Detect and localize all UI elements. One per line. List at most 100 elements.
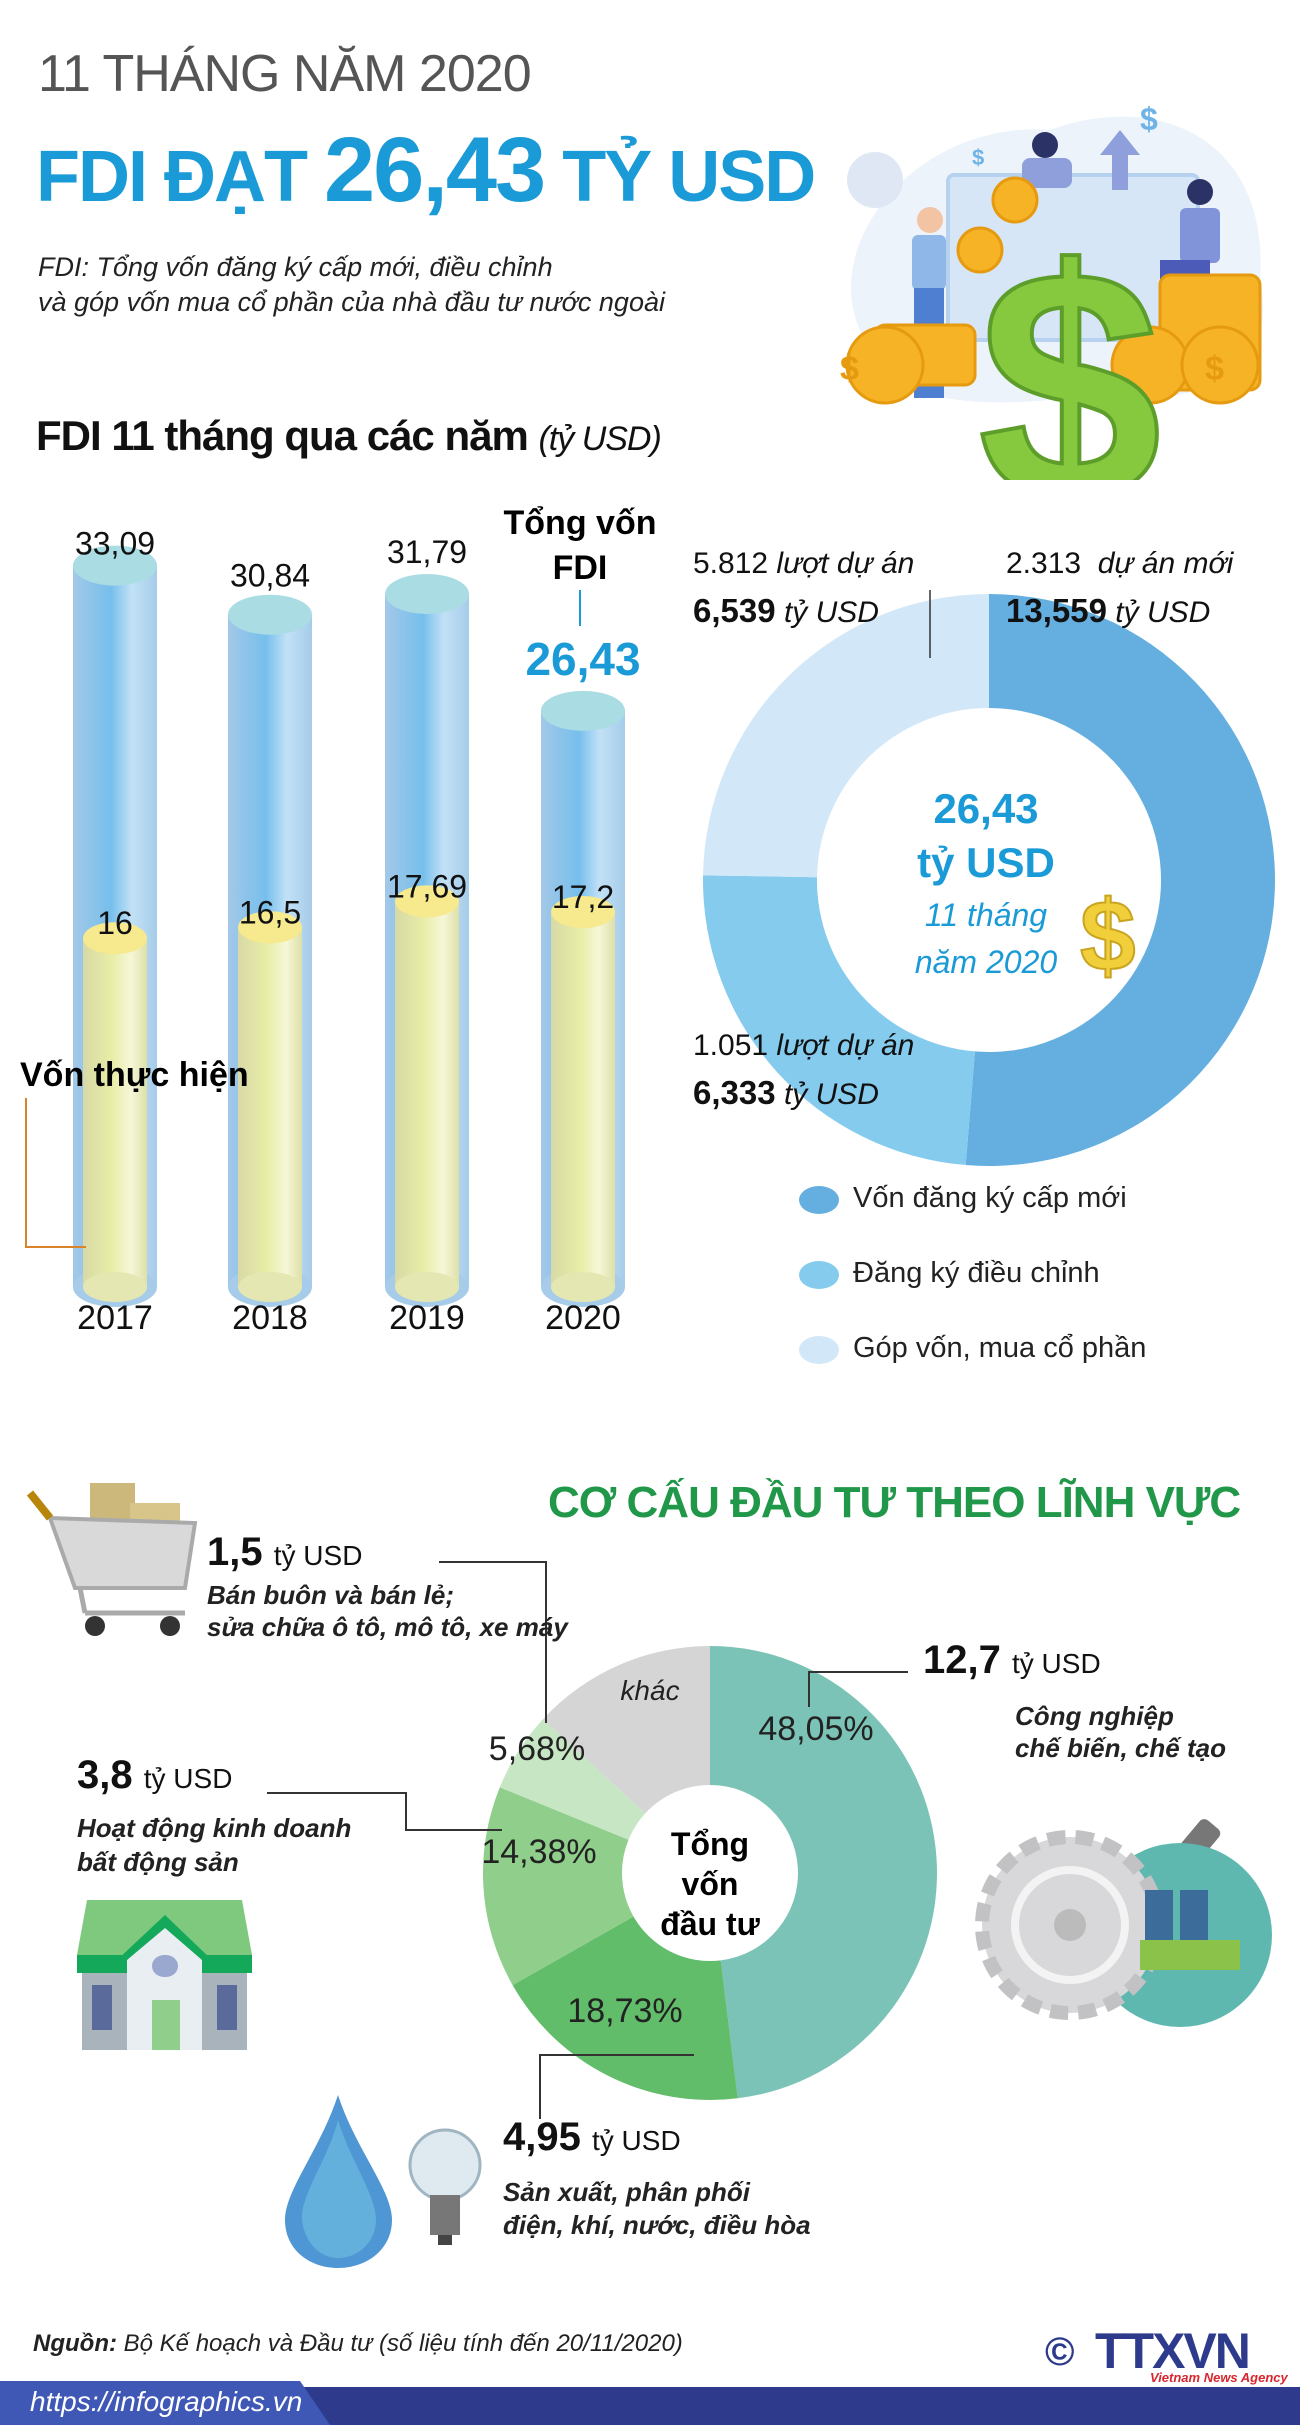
bar-realized-label: 16 [97,905,133,941]
bar-realized-label: 16,5 [239,894,301,930]
slice-capital-contribution [703,594,989,878]
bar-realized-top [551,896,615,929]
retail-amount: 1,5 tỷ USD [207,1530,363,1574]
realized-capital-leader [25,1098,86,1248]
pie-icon [847,152,903,208]
bar-realized-2018 [238,927,302,1287]
bar-group-2017: 33,09 16 2017 [73,526,157,1337]
legend-item-new: Vốn đăng ký cấp mới [853,1182,1127,1214]
kicker-title: 11 THÁNG NĂM 2020 [38,45,532,103]
slice-percent-label: 5,68% [489,1730,585,1768]
svg-text:$: $ [972,145,984,170]
note-line-2: và góp vốn mua cổ phần của nhà đầu tư nư… [38,287,665,317]
gop-von-slice-label-value: 6,539 tỷ USD [693,592,879,629]
slice-adjustment [703,875,975,1166]
bar-realized-label: 17,2 [552,879,614,915]
leader-line [405,1829,502,1831]
bar-total-label: 33,09 [75,526,155,562]
bar-realized-top [395,885,459,918]
pie-center-line-3: đầu tư [660,1906,760,1942]
adjust-slice-label-value: 6,333 tỷ USD [693,1074,879,1111]
sector-section-title: CƠ CẤU ĐẦU TƯ THEO LĨNH VỰC [548,1478,1241,1527]
slice-real-estate [483,1787,634,1986]
leader-line [545,1561,547,1723]
note-line-1: FDI: Tổng vốn đăng ký cấp mới, điều chỉn… [38,252,553,282]
slice-percent-label: 18,73% [567,1992,682,2030]
shopping-cart-icon [26,1483,198,1636]
adjust-slice-label-count: 1.051 lượt dự án [693,1029,915,1062]
donut-center-period-2: năm 2020 [915,944,1058,980]
retail-desc-2: sửa chữa ô tô, mô tô, xe máy [207,1612,568,1642]
arrow-up-icon [1100,130,1140,190]
slice-new-registration [965,594,1276,1166]
bar-realized-label: 17,69 [387,868,467,904]
footer-url-tab [0,2381,330,2425]
donut-center-unit: tỷ USD [917,839,1055,886]
investment-illustration: $ $ $ $ $ [840,101,1264,480]
realized-capital-label: Vốn thực hiện [20,1056,249,1094]
bar-total-top [541,690,625,731]
source-note: Nguồn: Bộ Kế hoạch và Đầu tư (số liệu tí… [33,2330,683,2357]
legend-swatch-new [799,1186,839,1214]
bar-total-label: 30,84 [230,558,310,594]
dollar-sign-icon: $ [978,201,1162,480]
section-title-unit: (tỷ USD) [538,420,661,458]
headline-value: 26,43 [323,119,546,221]
donut-center-period-1: 11 tháng [925,897,1047,933]
headline-suffix: TỶ USD [562,137,816,217]
year-label: 2020 [545,1299,621,1337]
light-bulb-icon [408,2128,482,2245]
bar-realized-2017 [83,938,147,1287]
utilities-desc-1: Sản xuất, phân phối [503,2177,751,2207]
year-label: 2018 [232,1299,308,1337]
fdi-bar-chart: 33,09 16 2017 30,84 16,5 2018 31,79 17,69 2019 26… [20,504,657,1337]
manufacturing-amount: 12,7 tỷ USD [923,1638,1101,1682]
total-fdi-label-1: Tổng vốn [504,504,657,542]
donut-center-value: 26,43 [933,785,1038,832]
copyright-symbol: © [1045,2330,1075,2374]
svg-text:$: $ [1140,101,1158,137]
svg-text:$: $ [1205,350,1224,388]
manufacturing-desc-2: chế biến, chế tạo [1015,1733,1226,1763]
leader-line [439,1561,546,1563]
slice-retail [499,1719,646,1840]
bar-total-top [228,594,312,635]
bar-total-label: 26,43 [525,633,640,685]
slice-manufacturing [710,1646,937,2099]
bar-realized-top [238,911,302,944]
bar-realized-top [83,922,147,955]
leader-line [539,2054,541,2119]
leader-line [808,1671,810,1707]
ttxvn-logo: TTXVN [1095,2323,1251,2379]
businessman-top-icon [1022,132,1072,188]
industry-gear-icon [975,1819,1272,2027]
leader-line [267,1792,407,1794]
house-icon [77,1900,252,2050]
water-drop-icon [285,2095,482,2268]
leader-line [539,2054,694,2056]
headline-prefix: FDI ĐẠT [36,137,308,217]
new-slice-label-value: 13,559 tỷ USD [1006,592,1211,629]
utilities-amount: 4,95 tỷ USD [503,2115,681,2159]
real-estate-amount: 3,8 tỷ USD [77,1753,233,1797]
slice-percent-label: 48,05% [758,1710,873,1748]
bar-total-top [385,573,469,614]
pie-center-line-2: vốn [682,1866,739,1902]
website-link[interactable]: https://infographics.vn [30,2386,303,2417]
gold-dollar-icon: $ [1080,880,1136,992]
slice-other [542,1646,710,1814]
leader-line [808,1671,908,1673]
ttxvn-logo-sub: Vietnam News Agency [1150,2370,1288,2385]
slice-label-other: khác [620,1675,679,1706]
bar-total-top [73,545,157,586]
bar-realized-base [83,1272,147,1302]
real-estate-desc-2: bất động sản [77,1847,239,1877]
legend-swatch-gop-von [799,1336,839,1364]
bar-realized-2020 [551,912,615,1287]
slice-percent-label: 14,38% [481,1833,596,1871]
year-label: 2017 [77,1299,153,1337]
bar-group-2019: 31,79 17,69 2019 [385,534,469,1337]
legend-item-adjust: Đăng ký điều chỉnh [853,1257,1100,1289]
coin-stack-icon [845,176,1262,405]
bar-total-label: 31,79 [387,534,467,570]
